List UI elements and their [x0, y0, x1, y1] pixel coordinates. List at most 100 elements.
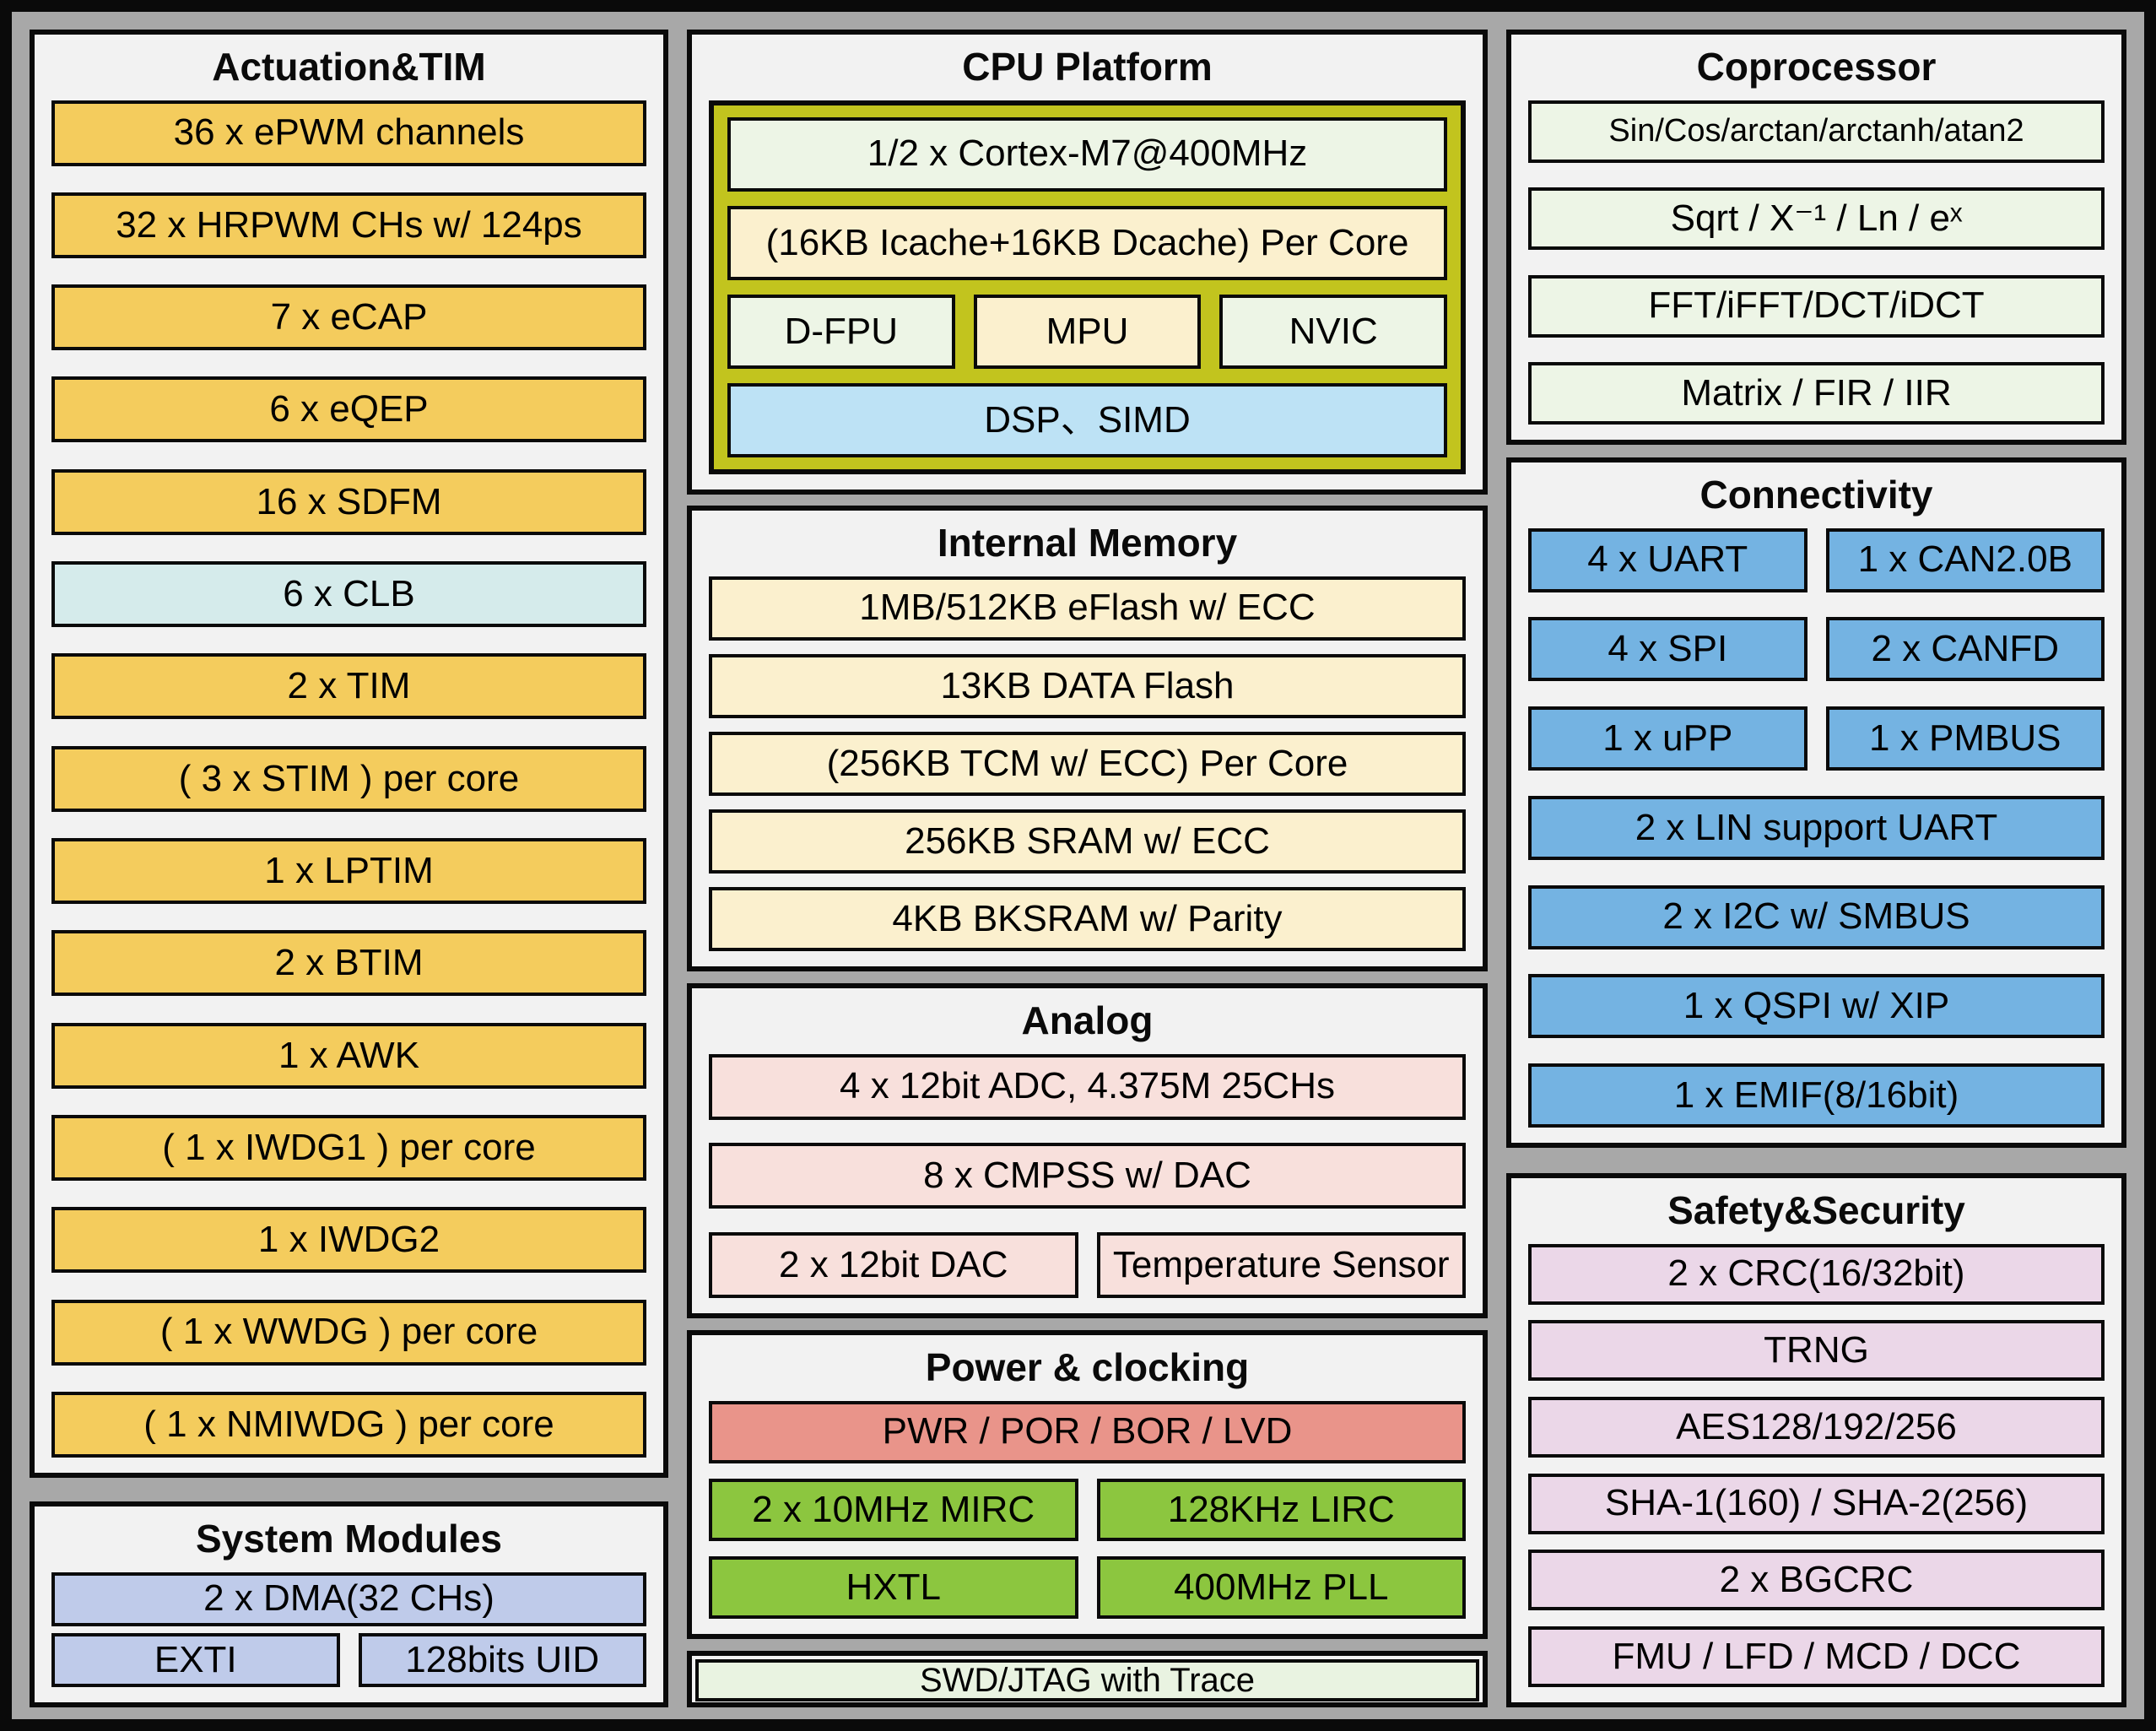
block-can20b: 1 x CAN2.0B [1825, 527, 2105, 592]
block-canfd: 2 x CANFD [1825, 617, 2105, 682]
block-fft-dct: FFT/iFFT/DCT/iDCT [1528, 274, 2105, 338]
block-swd-jtag: SWD/JTAG with Trace [695, 1659, 1479, 1701]
block-tim: 2 x TIM [51, 653, 646, 720]
analog-rows: 4 x 12bit ADC, 4.375M 25CHs 8 x CMPSS w/… [709, 1053, 1466, 1298]
block-fmu-lfd-mcd-dcc: FMU / LFD / MCD / DCC [1528, 1626, 2105, 1687]
panel-debug: SWD/JTAG with Trace [687, 1651, 1488, 1707]
analog-row: 2 x 12bit DAC Temperature Sensor [709, 1232, 1466, 1298]
block-spi: 4 x SPI [1528, 617, 1807, 682]
block-mirc: 2 x 10MHz MIRC [709, 1478, 1078, 1541]
panel-connectivity: Connectivity 4 x UART 1 x CAN2.0B 4 x SP… [1506, 457, 2126, 1148]
cpu-subblocks-row: D-FPU MPU NVIC [727, 294, 1448, 369]
block-ecap: 7 x eCAP [51, 284, 646, 351]
block-dac: 2 x 12bit DAC [709, 1232, 1078, 1298]
block-cortex-m7: 1/2 x Cortex-M7@400MHz [727, 116, 1447, 192]
column-right: Coprocessor Sin/Cos/arctan/arctanh/atan2… [1506, 30, 2126, 1707]
coprocessor-rows: Sin/Cos/arctan/arctanh/atan2 Sqrt / X⁻¹ … [1528, 100, 2105, 425]
block-sdfm: 16 x SDFM [51, 468, 646, 535]
power-rows: PWR / POR / BOR / LVD 2 x 10MHz MIRC 128… [709, 1400, 1466, 1619]
panel-cpu-platform: CPU Platform 1/2 x Cortex-M7@400MHz (16K… [687, 30, 1488, 495]
block-mpu: MPU [973, 294, 1202, 369]
panel-safety-security: Safety&Security 2 x CRC(16/32bit) TRNG A… [1506, 1173, 2126, 1707]
panel-system-modules-title: System Modules [196, 1517, 502, 1561]
block-lin-uart: 2 x LIN support UART [1528, 795, 2105, 860]
block-wwdg: ( 1 x WWDG ) per core [51, 1299, 646, 1366]
block-pll: 400MHz PLL [1096, 1556, 1466, 1619]
block-data-flash: 13KB DATA Flash [709, 653, 1466, 718]
block-uart: 4 x UART [1528, 527, 1807, 592]
power-row-2: HXTL 400MHz PLL [709, 1556, 1466, 1619]
block-uid: 128bits UID [358, 1633, 646, 1687]
block-sha: SHA-1(160) / SHA-2(256) [1528, 1473, 2105, 1534]
safety-rows: 2 x CRC(16/32bit) TRNG AES128/192/256 SH… [1528, 1243, 2105, 1688]
block-crc: 2 x CRC(16/32bit) [1528, 1243, 2105, 1305]
block-pwr-por-bor-lvd: PWR / POR / BOR / LVD [709, 1400, 1466, 1463]
panel-cpu-title: CPU Platform [962, 45, 1213, 89]
block-bksram: 4KB BKSRAM w/ Parity [709, 887, 1466, 951]
block-epwm-channels: 36 x ePWM channels [51, 100, 646, 166]
system-modules-rows: 2 x DMA(32 CHs) EXTI 128bits UID [51, 1571, 646, 1687]
block-lirc: 128KHz LIRC [1096, 1478, 1466, 1541]
column-left: Actuation&TIM 36 x ePWM channels 32 x HR… [30, 30, 668, 1707]
cpu-core-container: 1/2 x Cortex-M7@400MHz (16KB Icache+16KB… [709, 100, 1466, 474]
block-temp-sensor: Temperature Sensor [1096, 1232, 1466, 1298]
power-row-1: 2 x 10MHz MIRC 128KHz LIRC [709, 1478, 1466, 1541]
panel-coprocessor-title: Coprocessor [1696, 45, 1937, 89]
panel-actuation-title: Actuation&TIM [212, 45, 486, 89]
block-dma: 2 x DMA(32 CHs) [51, 1571, 646, 1626]
panel-safety-title: Safety&Security [1667, 1188, 1965, 1232]
column-middle: CPU Platform 1/2 x Cortex-M7@400MHz (16K… [687, 30, 1488, 1707]
block-matrix-fir-iir: Matrix / FIR / IIR [1528, 362, 2105, 425]
connectivity-row-2: 4 x SPI 2 x CANFD [1528, 617, 2105, 682]
block-upp: 1 x uPP [1528, 706, 1807, 771]
panel-coprocessor: Coprocessor Sin/Cos/arctan/arctanh/atan2… [1506, 30, 2126, 445]
block-hrpwm: 32 x HRPWM CHs w/ 124ps [51, 192, 646, 258]
block-exti: EXTI [51, 1633, 340, 1687]
connectivity-row-1: 4 x UART 1 x CAN2.0B [1528, 527, 2105, 592]
block-sqrt-ln-exp: Sqrt / X⁻¹ / Ln / eˣ [1528, 187, 2105, 250]
panel-analog-title: Analog [1021, 998, 1154, 1042]
panel-actuation-tim: Actuation&TIM 36 x ePWM channels 32 x HR… [30, 30, 668, 1478]
block-eqep: 6 x eQEP [51, 376, 646, 443]
block-iwdg1: ( 1 x IWDG1 ) per core [51, 1114, 646, 1181]
block-qspi-xip: 1 x QSPI w/ XIP [1528, 974, 2105, 1039]
block-emif: 1 x EMIF(8/16bit) [1528, 1063, 2105, 1128]
diagram-board: Actuation&TIM 36 x ePWM channels 32 x HR… [12, 12, 2144, 1719]
block-sram: 256KB SRAM w/ ECC [709, 809, 1466, 874]
block-eflash: 1MB/512KB eFlash w/ ECC [709, 576, 1466, 641]
panel-connectivity-title: Connectivity [1699, 473, 1933, 517]
block-btim: 2 x BTIM [51, 930, 646, 997]
connectivity-rows: 4 x UART 1 x CAN2.0B 4 x SPI 2 x CANFD 1… [1528, 527, 2105, 1128]
block-clb: 6 x CLB [51, 561, 646, 628]
block-bgcrc: 2 x BGCRC [1528, 1550, 2105, 1611]
block-dsp-simd: DSP、SIMD [727, 382, 1447, 457]
block-tcm: (256KB TCM w/ ECC) Per Core [709, 731, 1466, 796]
block-stim: ( 3 x STIM ) per core [51, 745, 646, 812]
panel-power-clocking: Power & clocking PWR / POR / BOR / LVD 2… [687, 1330, 1488, 1639]
panel-internal-memory-title: Internal Memory [937, 521, 1238, 565]
block-trng: TRNG [1528, 1320, 2105, 1382]
block-nmiwdg: ( 1 x NMIWDG ) per core [51, 1391, 646, 1458]
block-hxtl: HXTL [709, 1556, 1078, 1619]
panel-system-modules: System Modules 2 x DMA(32 CHs) EXTI 128b… [30, 1501, 668, 1707]
panel-internal-memory: Internal Memory 1MB/512KB eFlash w/ ECC … [687, 506, 1488, 971]
block-pmbus: 1 x PMBUS [1825, 706, 2105, 771]
system-modules-row: EXTI 128bits UID [51, 1633, 646, 1687]
block-i2c-smbus: 2 x I2C w/ SMBUS [1528, 884, 2105, 949]
block-lptim: 1 x LPTIM [51, 838, 646, 904]
block-dfpu: D-FPU [727, 294, 955, 369]
panel-analog: Analog 4 x 12bit ADC, 4.375M 25CHs 8 x C… [687, 983, 1488, 1318]
block-iwdg2: 1 x IWDG2 [51, 1207, 646, 1274]
block-aes: AES128/192/256 [1528, 1396, 2105, 1458]
block-nvic: NVIC [1219, 294, 1448, 369]
connectivity-row-3: 1 x uPP 1 x PMBUS [1528, 706, 2105, 771]
block-trig-functions: Sin/Cos/arctan/arctanh/atan2 [1528, 100, 2105, 163]
actuation-rows: 36 x ePWM channels 32 x HRPWM CHs w/ 124… [51, 100, 646, 1458]
block-cache: (16KB Icache+16KB Dcache) Per Core [727, 205, 1447, 280]
block-cmpss: 8 x CMPSS w/ DAC [709, 1143, 1466, 1209]
block-awk: 1 x AWK [51, 1022, 646, 1089]
panel-power-title: Power & clocking [925, 1345, 1250, 1389]
internal-memory-rows: 1MB/512KB eFlash w/ ECC 13KB DATA Flash … [709, 576, 1466, 951]
block-adc: 4 x 12bit ADC, 4.375M 25CHs [709, 1053, 1466, 1120]
